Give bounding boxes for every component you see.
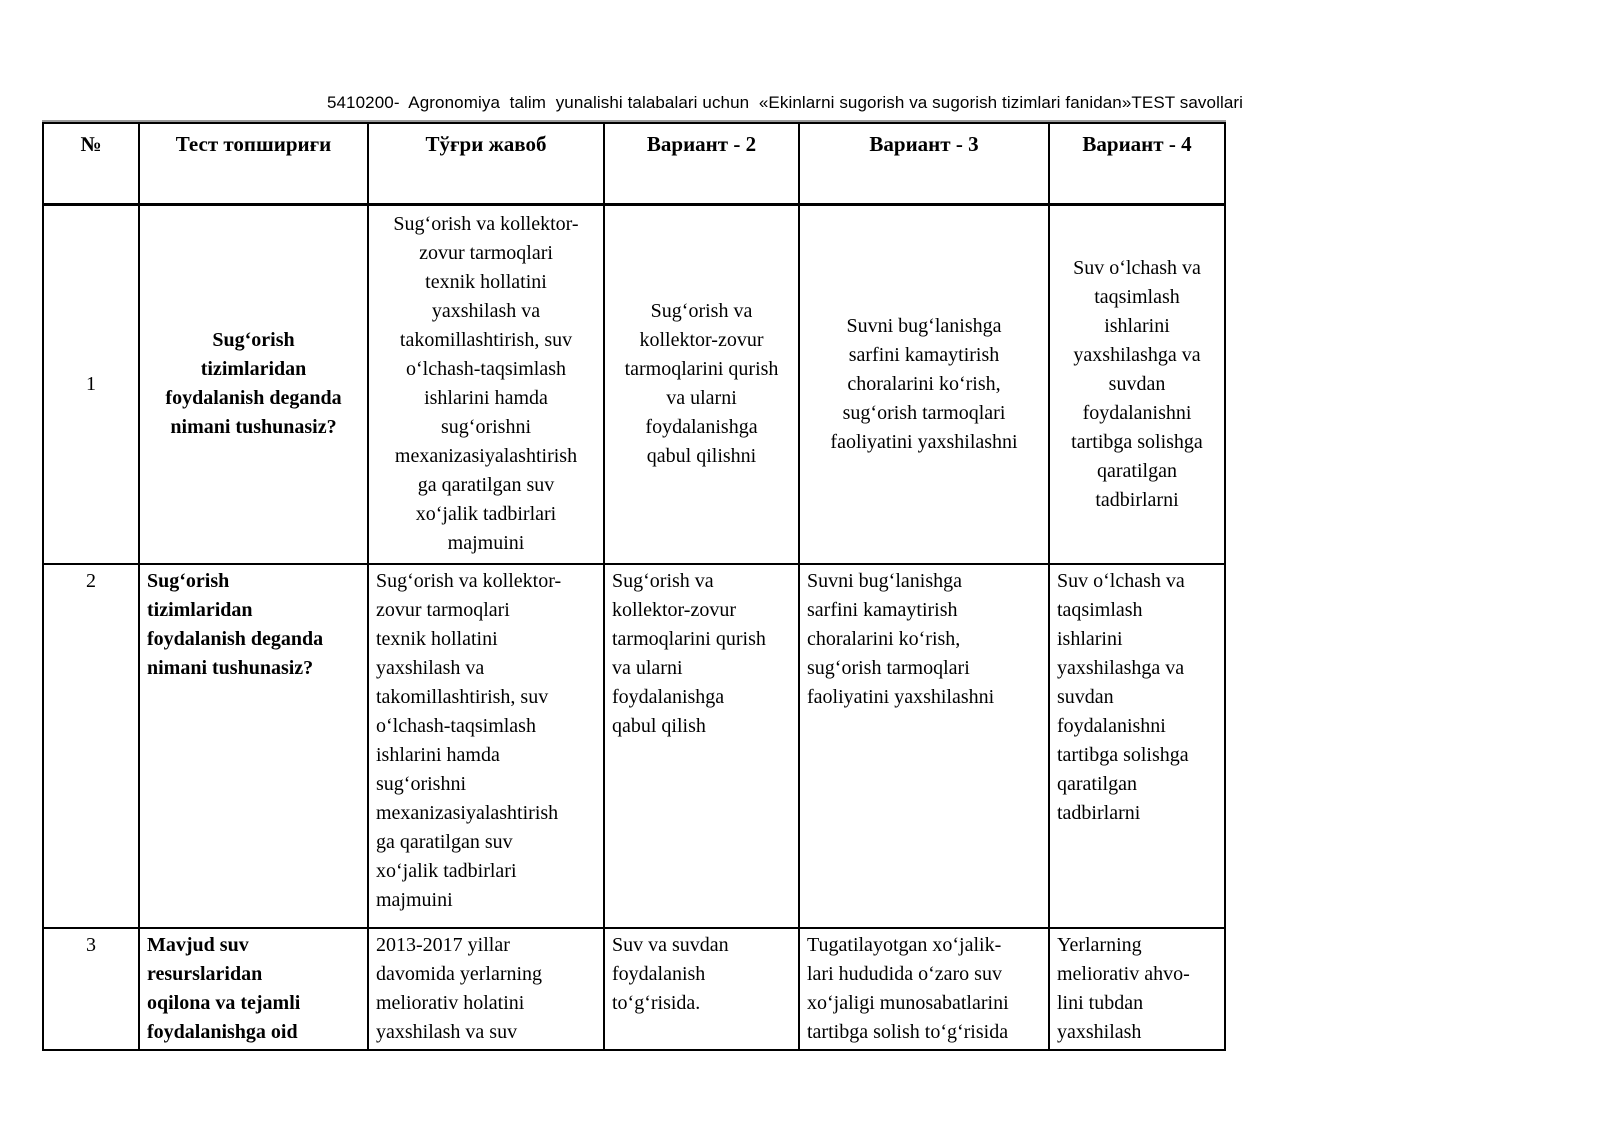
- table-row: 2 Sug‘orish tizimlaridan foydalanish deg…: [42, 563, 1226, 929]
- header-variant-4: Вариант - 4: [1048, 122, 1226, 206]
- variant-3-cell: Suvni bug‘lanishga sarfini kamaytirish c…: [798, 203, 1050, 565]
- correct-answer-cell: 2013-2017 yillar davomida yerlarning mel…: [367, 927, 605, 1051]
- page-title: 5410200- Agronomiya talim yunalishi tala…: [326, 93, 1244, 112]
- variant-2-cell: Sug‘orish va kollektor-zovur tarmoqlarin…: [603, 563, 800, 929]
- header-variant-3: Вариант - 3: [798, 122, 1050, 206]
- question-cell: Sug‘orish tizimlaridan foydalanish degan…: [138, 203, 369, 565]
- variant-3-cell: Tugatilayotgan xo‘jalik- lari hududida o…: [798, 927, 1050, 1051]
- header-correct-answer: Тўғри жавоб: [367, 122, 605, 206]
- header-number: №: [42, 122, 140, 206]
- row-number: 1: [42, 203, 140, 565]
- variant-4-cell: Yerlarning meliorativ ahvo- lini tubdan …: [1048, 927, 1226, 1051]
- question-cell: Sug‘orish tizimlaridan foydalanish degan…: [138, 563, 369, 929]
- variant-3-cell: Suvni bug‘lanishga sarfini kamaytirish c…: [798, 563, 1050, 929]
- variant-4-cell: Suv o‘lchash va taqsimlash ishlarini yax…: [1048, 563, 1226, 929]
- row-number: 3: [42, 927, 140, 1051]
- test-questions-table: № Тест топшириғи Тўғри жавоб Вариант - 2…: [42, 122, 1226, 1051]
- correct-answer-cell: Sug‘orish va kollektor- zovur tarmoqlari…: [367, 563, 605, 929]
- variant-2-cell: Suv va suvdan foydalanish to‘g‘risida.: [603, 927, 800, 1051]
- correct-answer-cell: Sug‘orish va kollektor- zovur tarmoqlari…: [367, 203, 605, 565]
- header-task: Тест топшириғи: [138, 122, 369, 206]
- table-row: 1 Sug‘orish tizimlaridan foydalanish deg…: [42, 203, 1226, 565]
- question-cell: Mavjud suv resurslaridan oqilona va teja…: [138, 927, 369, 1051]
- header-variant-2: Вариант - 2: [603, 122, 800, 206]
- row-number: 2: [42, 563, 140, 929]
- table-row: 3 Mavjud suv resurslaridan oqilona va te…: [42, 927, 1226, 1051]
- variant-4-cell: Suv o‘lchash va taqsimlash ishlarini yax…: [1048, 203, 1226, 565]
- variant-2-cell: Sug‘orish va kollektor-zovur tarmoqlarin…: [603, 203, 800, 565]
- table-header-row: № Тест топшириғи Тўғри жавоб Вариант - 2…: [42, 122, 1226, 206]
